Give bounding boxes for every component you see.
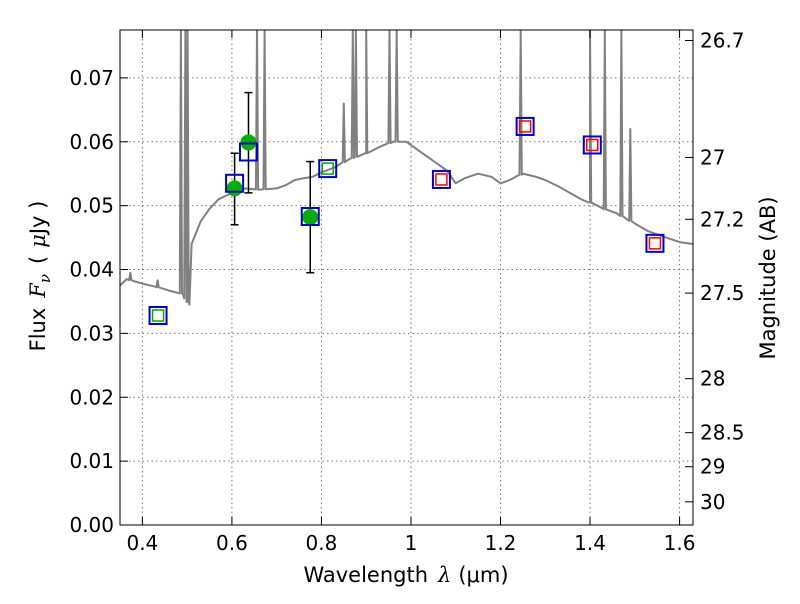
x-axis-label: Wavelength xyxy=(303,563,428,587)
x-tick-label: 1.2 xyxy=(485,531,517,555)
model-box xyxy=(148,306,168,326)
model-box-inner-red xyxy=(586,138,599,152)
y-axis-title: Flux Fν ( μJy ) xyxy=(26,201,54,352)
y-axis-unit-open: ( xyxy=(26,256,50,264)
x-tick-label: 0.4 xyxy=(126,531,158,555)
observed-point xyxy=(240,134,257,151)
x-tick-label: 1 xyxy=(405,531,418,555)
observed-point xyxy=(302,209,319,226)
y2-tick-label: 27.2 xyxy=(700,207,745,231)
y2-tick-label: 27.5 xyxy=(700,281,745,305)
y2-tick-label: 26.7 xyxy=(700,28,745,52)
model-box xyxy=(225,173,245,193)
x-tick-label: 0.6 xyxy=(216,531,248,555)
y-axis-unit-rest: Jy ) xyxy=(26,201,50,237)
y2-tick-label: 28.5 xyxy=(700,421,745,445)
y-tick-label: 0.05 xyxy=(69,194,114,218)
tick-labels: 0.4 0.6 0.8 1 1.2 1.4 1.6 0.00 0.01 0.02 0.03 0.04 0… xyxy=(69,28,744,555)
axis-ticks xyxy=(120,30,693,526)
model-box-inner-green xyxy=(151,309,165,322)
y-tick-label: 0.04 xyxy=(69,258,114,282)
x-tick-label: 1.4 xyxy=(574,531,606,555)
y2-tick-label: 27 xyxy=(700,145,725,169)
observed-point xyxy=(226,180,243,197)
x-axis-unit: (μm) xyxy=(458,563,508,587)
x-tick-label: 1.6 xyxy=(664,531,696,555)
model-box-inner-green xyxy=(321,162,334,175)
model-spectrum xyxy=(120,30,693,306)
y-axis-subscript: ν xyxy=(36,274,54,283)
y-axis-unit-mu: μ xyxy=(26,234,50,248)
model-box xyxy=(431,169,451,189)
model-box xyxy=(515,116,535,136)
model-box xyxy=(238,142,258,162)
model-box-inner-red xyxy=(518,120,532,133)
x-axis-title: Wavelength λ (μm) xyxy=(303,563,508,587)
y-tick-label: 0.02 xyxy=(69,385,114,409)
y2-tick-label: 29 xyxy=(700,455,725,479)
y-axis-symbol: F xyxy=(26,282,50,299)
x-tick-label: 0.8 xyxy=(306,531,338,555)
model-box xyxy=(582,135,602,155)
y-tick-label: 0.06 xyxy=(69,130,114,154)
model-box-inner-red xyxy=(435,173,448,186)
y-tick-label: 0.07 xyxy=(69,66,114,90)
model-spectrum-line xyxy=(120,30,693,306)
y-tick-label: 0.01 xyxy=(69,449,114,473)
y-axis-label: Flux xyxy=(26,308,50,352)
model-photometry-boxes xyxy=(148,116,665,326)
plot-frame xyxy=(119,29,694,526)
model-box xyxy=(318,159,338,179)
y2-tick-label: 28 xyxy=(700,367,725,391)
model-box xyxy=(645,233,665,253)
x-axis-symbol: λ xyxy=(437,563,451,587)
model-box xyxy=(300,207,320,227)
y-tick-label: 0.03 xyxy=(69,321,114,345)
y2-axis-title: Magnitude (AB) xyxy=(756,196,780,359)
y2-tick-label: 30 xyxy=(700,490,725,514)
model-box-inner-red xyxy=(648,237,662,250)
y-tick-label: 0.00 xyxy=(69,513,114,537)
plot-background xyxy=(120,30,693,525)
